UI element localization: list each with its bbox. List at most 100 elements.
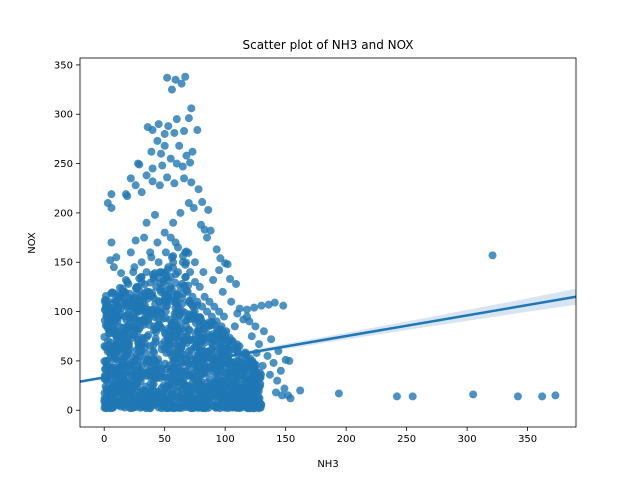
scatter-point bbox=[194, 185, 203, 194]
x-tick-label: 200 bbox=[337, 434, 356, 445]
scatter-point bbox=[131, 236, 140, 245]
scatter-point bbox=[148, 177, 157, 186]
scatter-point bbox=[215, 307, 224, 316]
scatter-point bbox=[103, 356, 112, 365]
scatter-point bbox=[239, 315, 248, 324]
scatter-point bbox=[226, 275, 235, 284]
scatter-point bbox=[121, 337, 130, 346]
scatter-point bbox=[170, 128, 179, 137]
scatter-point bbox=[250, 303, 259, 312]
scatter-point bbox=[100, 333, 109, 342]
scatter-point bbox=[118, 297, 127, 306]
scatter-point bbox=[250, 386, 259, 395]
scatter-point bbox=[223, 356, 232, 365]
scatter-point bbox=[228, 366, 237, 375]
scatter-point bbox=[234, 357, 243, 366]
scatter-point bbox=[226, 386, 235, 395]
scatter-point bbox=[263, 351, 272, 360]
scatter-point bbox=[125, 289, 134, 298]
scatter-point bbox=[165, 332, 174, 341]
scatter-point bbox=[128, 302, 137, 311]
scatter-point bbox=[187, 178, 196, 187]
scatter-point bbox=[140, 233, 149, 242]
scatter-point bbox=[137, 273, 146, 282]
scatter-point bbox=[163, 396, 172, 405]
scatter-point bbox=[105, 386, 114, 395]
scatter-point bbox=[184, 199, 193, 208]
scatter-point bbox=[172, 159, 181, 168]
scatter-point bbox=[126, 314, 135, 323]
scatter-point bbox=[408, 392, 417, 401]
scatter-point bbox=[285, 356, 294, 365]
scatter-point bbox=[279, 301, 288, 310]
scatter-point bbox=[157, 149, 166, 158]
scatter-point bbox=[206, 226, 215, 235]
scatter-point bbox=[148, 126, 157, 135]
regression-line bbox=[79, 295, 577, 383]
scatter-point bbox=[176, 208, 185, 217]
scatter-point bbox=[207, 312, 216, 321]
scatter-point bbox=[182, 381, 191, 390]
y-tick-label: 100 bbox=[54, 307, 73, 318]
y-tick-label: 50 bbox=[60, 356, 73, 367]
scatter-point bbox=[129, 398, 138, 407]
scatter-point bbox=[187, 391, 196, 400]
y-tick-label: 350 bbox=[54, 60, 73, 71]
scatter-point bbox=[153, 371, 162, 380]
scatter-point bbox=[117, 361, 126, 370]
scatter-point bbox=[136, 333, 145, 342]
scatter-point bbox=[160, 228, 169, 237]
scatter-point bbox=[255, 368, 264, 377]
scatter-point bbox=[120, 312, 129, 321]
scatter-point bbox=[106, 366, 115, 375]
scatter-point bbox=[107, 190, 116, 199]
scatter-point bbox=[191, 318, 200, 327]
scatter-point bbox=[149, 273, 158, 282]
scatter-point bbox=[166, 154, 175, 163]
scatter-point bbox=[103, 296, 112, 305]
scatter-point bbox=[169, 404, 178, 413]
scatter-point bbox=[148, 381, 157, 390]
scatter-point bbox=[123, 277, 132, 286]
scatter-point bbox=[198, 198, 207, 207]
scatter-point bbox=[249, 367, 258, 376]
scatter-point bbox=[218, 287, 227, 296]
scatter-point bbox=[186, 298, 195, 307]
x-tick-label: 250 bbox=[397, 434, 416, 445]
scatter-point bbox=[216, 254, 225, 263]
scatter-point bbox=[137, 258, 146, 267]
scatter-point bbox=[170, 179, 179, 188]
scatter-point bbox=[198, 302, 207, 311]
scatter-point bbox=[114, 401, 123, 410]
scatter-point bbox=[209, 275, 218, 284]
y-tick-label: 0 bbox=[67, 406, 73, 417]
scatter-point bbox=[251, 322, 260, 331]
scatter-point bbox=[113, 317, 122, 326]
scatter-point bbox=[215, 266, 224, 275]
scatter-point bbox=[126, 174, 135, 183]
scatter-point bbox=[196, 386, 205, 395]
scatter-point bbox=[199, 351, 208, 360]
scatter-point bbox=[217, 322, 226, 331]
scatter-point bbox=[164, 263, 173, 272]
scatter-point bbox=[142, 218, 151, 227]
scatter-point bbox=[171, 75, 180, 84]
scatter-point bbox=[200, 225, 209, 234]
scatter-point bbox=[257, 301, 266, 310]
y-tick-label: 200 bbox=[54, 208, 73, 219]
scatter-point bbox=[334, 389, 343, 398]
scatter-points bbox=[100, 72, 560, 413]
scatter-point bbox=[200, 292, 209, 301]
scatter-point bbox=[147, 373, 156, 382]
scatter-point bbox=[144, 287, 153, 296]
scatter-point bbox=[123, 192, 132, 201]
scatter-point bbox=[152, 309, 161, 318]
scatter-point bbox=[233, 309, 242, 318]
scatter-point bbox=[135, 295, 144, 304]
scatter-point bbox=[203, 368, 212, 377]
scatter-point bbox=[146, 307, 155, 316]
scatter-point bbox=[221, 381, 230, 390]
scatter-point bbox=[126, 248, 135, 257]
scatter-point bbox=[255, 340, 264, 349]
scatter-point bbox=[255, 398, 264, 407]
